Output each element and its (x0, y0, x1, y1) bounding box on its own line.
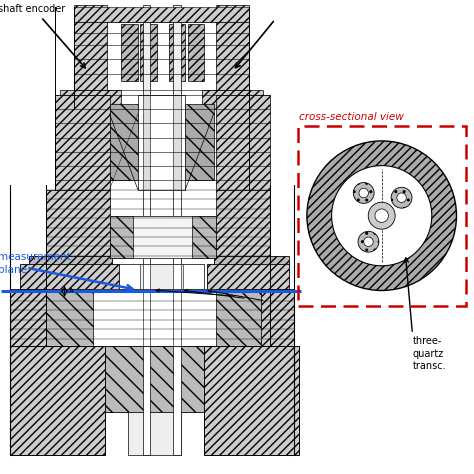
Bar (143, 264, 150, 289)
Text: three-
quartz
transc.: three- quartz transc. (412, 337, 446, 371)
Bar (207, 264, 290, 289)
Bar (173, 104, 181, 284)
Bar (60, 90, 121, 109)
Circle shape (332, 165, 432, 266)
Circle shape (353, 182, 374, 203)
Bar (204, 346, 299, 455)
Bar (105, 346, 204, 412)
Bar (216, 190, 271, 258)
Bar (46, 190, 109, 258)
Bar (121, 24, 138, 81)
Bar (143, 104, 150, 284)
Bar (216, 95, 271, 190)
Bar (55, 95, 109, 190)
Circle shape (375, 209, 388, 222)
Bar (188, 24, 204, 81)
Bar (173, 289, 181, 346)
Bar (109, 104, 138, 180)
Circle shape (368, 202, 395, 229)
Bar (173, 5, 181, 109)
Bar (143, 95, 150, 190)
Bar (298, 126, 466, 306)
Text: shaft encoder: shaft encoder (0, 4, 65, 14)
Bar (192, 216, 216, 258)
Bar (216, 5, 249, 95)
Bar (133, 216, 192, 258)
Bar (74, 5, 107, 95)
Bar (143, 289, 150, 346)
Circle shape (391, 187, 412, 208)
Text: measurement
plane: measurement plane (0, 252, 71, 274)
Bar (140, 24, 157, 81)
Bar (29, 256, 112, 265)
Bar (74, 8, 249, 22)
Bar (143, 5, 150, 109)
Circle shape (364, 237, 373, 246)
Circle shape (307, 141, 456, 291)
Bar (128, 412, 181, 455)
Bar (185, 104, 214, 180)
Text: cross-sectional view: cross-sectional view (299, 112, 403, 122)
Bar (138, 95, 185, 190)
Bar (46, 289, 261, 346)
Bar (19, 264, 119, 289)
Bar (173, 346, 181, 455)
Bar (214, 256, 290, 265)
Circle shape (359, 188, 368, 198)
Bar (140, 264, 183, 289)
Circle shape (397, 193, 406, 202)
Bar (202, 90, 264, 109)
Bar (109, 216, 133, 258)
Bar (169, 24, 185, 81)
Bar (173, 95, 181, 190)
Bar (10, 346, 105, 455)
Bar (10, 289, 294, 346)
Bar (173, 264, 181, 289)
Bar (109, 216, 216, 258)
Bar (119, 264, 204, 289)
Circle shape (358, 231, 379, 252)
Text: A: A (69, 289, 74, 294)
Bar (143, 346, 150, 455)
Bar (216, 289, 261, 346)
Bar (46, 289, 93, 346)
